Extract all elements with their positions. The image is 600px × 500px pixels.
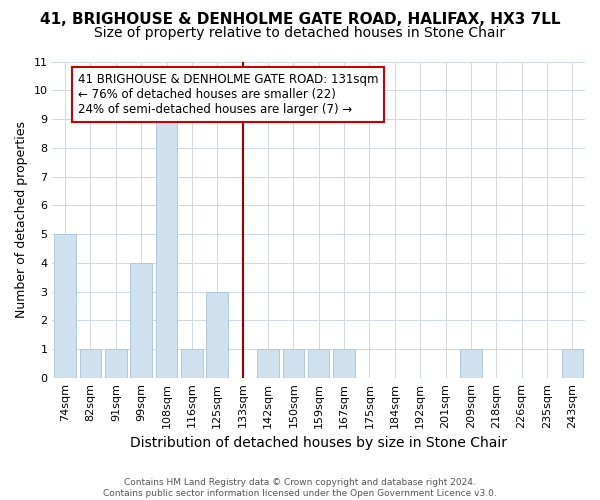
Bar: [308, 349, 329, 378]
Bar: [333, 349, 355, 378]
Bar: [181, 349, 203, 378]
Bar: [257, 349, 279, 378]
X-axis label: Distribution of detached houses by size in Stone Chair: Distribution of detached houses by size …: [130, 436, 507, 450]
Bar: [130, 263, 152, 378]
Bar: [156, 119, 178, 378]
Bar: [206, 292, 228, 378]
Bar: [562, 349, 583, 378]
Bar: [55, 234, 76, 378]
Bar: [283, 349, 304, 378]
Y-axis label: Number of detached properties: Number of detached properties: [15, 121, 28, 318]
Text: Size of property relative to detached houses in Stone Chair: Size of property relative to detached ho…: [94, 26, 506, 40]
Bar: [105, 349, 127, 378]
Bar: [80, 349, 101, 378]
Text: 41, BRIGHOUSE & DENHOLME GATE ROAD, HALIFAX, HX3 7LL: 41, BRIGHOUSE & DENHOLME GATE ROAD, HALI…: [40, 12, 560, 28]
Text: Contains HM Land Registry data © Crown copyright and database right 2024.
Contai: Contains HM Land Registry data © Crown c…: [103, 478, 497, 498]
Text: 41 BRIGHOUSE & DENHOLME GATE ROAD: 131sqm
← 76% of detached houses are smaller (: 41 BRIGHOUSE & DENHOLME GATE ROAD: 131sq…: [78, 73, 378, 116]
Bar: [460, 349, 482, 378]
